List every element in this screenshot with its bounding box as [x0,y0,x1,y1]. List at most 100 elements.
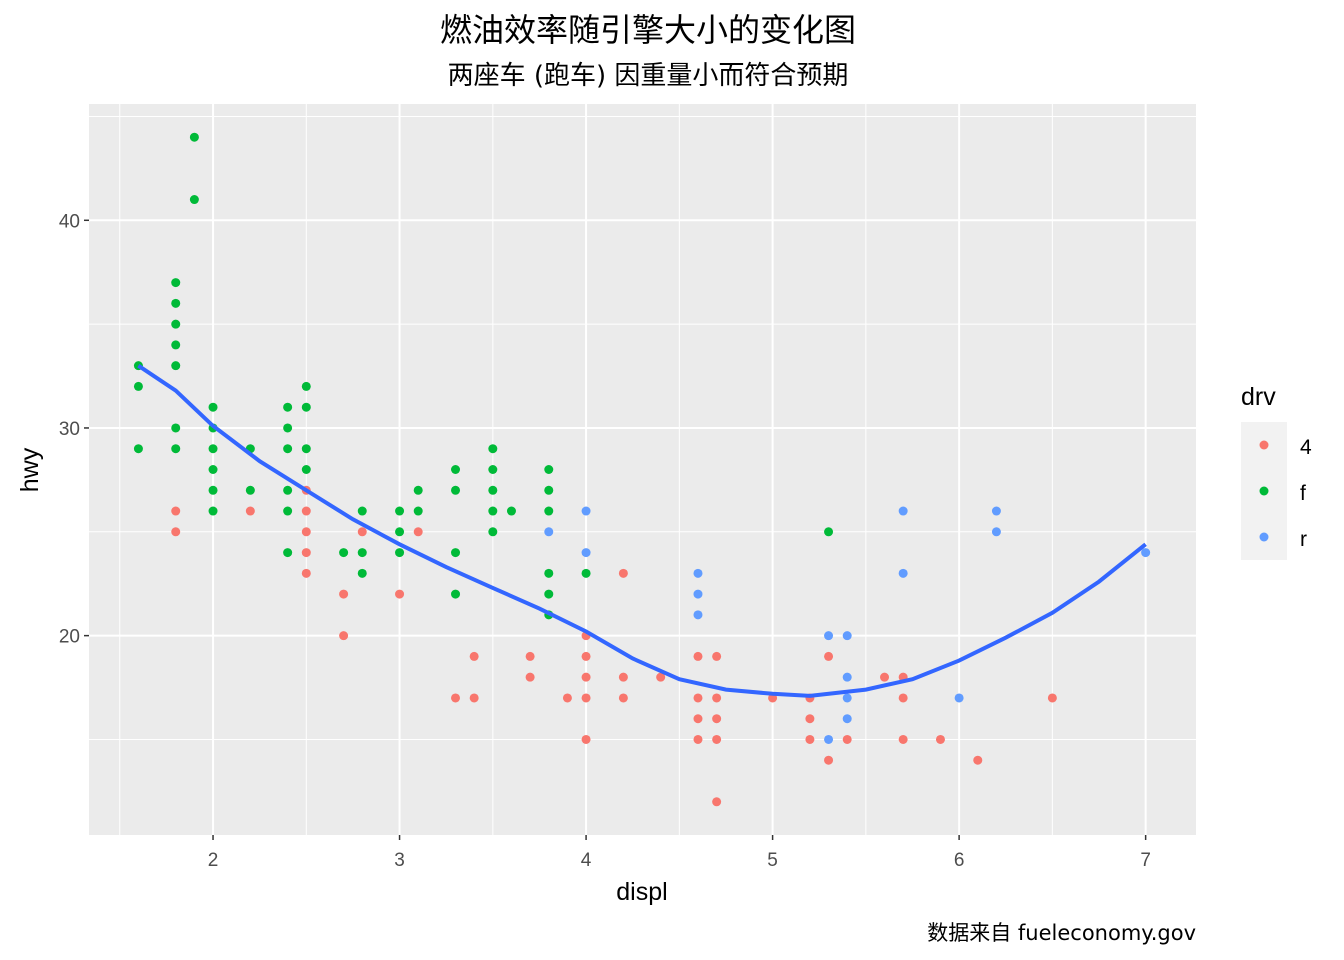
x-tick-label: 3 [394,850,405,871]
point-drv-4 [805,734,815,744]
point-drv-r [581,548,591,558]
point-drv-4 [357,527,367,537]
point-drv-r [581,506,591,516]
point-drv-f [245,485,255,495]
point-drv-4 [712,797,722,807]
point-drv-f [451,548,461,558]
point-drv-f [413,506,423,516]
point-drv-f [451,589,461,599]
point-drv-4 [935,734,945,744]
point-drv-r [991,527,1001,537]
point-drv-4 [693,714,703,724]
point-drv-f [133,381,143,391]
legend-key-r [1259,532,1269,542]
point-drv-f [133,444,143,454]
point-drv-r [544,527,554,537]
point-drv-f [171,423,181,433]
y-tick-label: 40 [59,211,80,232]
point-drv-4 [898,693,908,703]
point-drv-f [301,381,311,391]
point-drv-f [171,278,181,288]
point-drv-f [283,506,293,516]
point-drv-4 [618,568,628,578]
caption: 数据来自 fueleconomy.gov [927,921,1196,945]
point-drv-f [581,568,591,578]
point-drv-4 [1047,693,1057,703]
point-drv-r [1141,548,1151,558]
legend-key-f [1259,486,1269,496]
point-drv-4 [712,693,722,703]
point-drv-f [357,506,367,516]
point-drv-f [544,568,554,578]
y-tick-label: 30 [59,419,80,440]
point-drv-4 [245,506,255,516]
point-drv-4 [301,548,311,558]
point-drv-r [991,506,1001,516]
point-drv-r [693,568,703,578]
point-drv-4 [581,734,591,744]
point-drv-r [842,631,852,641]
legend-title: drv [1241,383,1276,411]
point-drv-4 [469,693,479,703]
point-drv-4 [581,693,591,703]
y-axis-label: hwy [16,447,44,492]
point-drv-f [488,506,498,516]
point-drv-4 [171,506,181,516]
point-drv-f [189,132,199,142]
point-drv-4 [413,527,423,537]
point-drv-f [544,465,554,474]
x-tick-label: 4 [581,850,592,871]
y-tick-label: 20 [59,627,80,648]
point-drv-4 [469,651,479,661]
x-tick-label: 6 [954,850,965,871]
point-drv-4 [712,734,722,744]
point-drv-f [395,548,405,558]
point-drv-r [824,631,834,641]
point-drv-r [842,693,852,703]
point-drv-f [395,527,405,537]
x-tick-label: 5 [767,850,778,871]
point-drv-r [842,714,852,724]
point-drv-r [824,734,834,744]
point-drv-4 [525,651,535,661]
point-drv-f [451,465,461,474]
point-drv-4 [171,527,181,537]
point-drv-4 [451,693,461,703]
legend-label-f: f [1300,482,1306,505]
point-drv-f [488,527,498,537]
point-drv-r [693,589,703,599]
point-drv-4 [805,714,815,724]
point-drv-4 [618,672,628,682]
smooth-curve [137,364,1147,698]
point-drv-f [189,195,199,205]
point-drv-r [693,610,703,620]
point-drv-f [395,506,405,516]
point-drv-4 [656,672,666,682]
point-drv-4 [339,631,349,641]
point-drv-f [488,465,498,474]
point-drv-4 [301,527,311,537]
point-drv-f [208,444,218,454]
point-drv-f [301,444,311,454]
point-drv-f [171,361,181,371]
point-drv-f [171,298,181,308]
point-drv-f [171,340,181,350]
point-drv-4 [395,589,405,599]
legend-key-4 [1259,440,1269,450]
x-tick-label: 2 [208,850,219,871]
point-drv-4 [301,506,311,516]
legend-label-4: 4 [1300,436,1312,459]
x-axis-label: displ [616,878,667,906]
point-drv-4 [693,734,703,744]
point-drv-f [283,402,293,412]
x-tick-label: 7 [1140,850,1151,871]
point-drv-f [171,319,181,329]
point-drv-f [413,485,423,495]
legend-label-r: r [1300,528,1307,551]
point-drv-r [898,568,908,578]
point-drv-f [506,506,516,516]
point-drv-4 [712,714,722,724]
chart-subtitle: 两座车 (跑车) 因重量小而符合预期 [448,61,849,91]
point-drv-f [544,589,554,599]
